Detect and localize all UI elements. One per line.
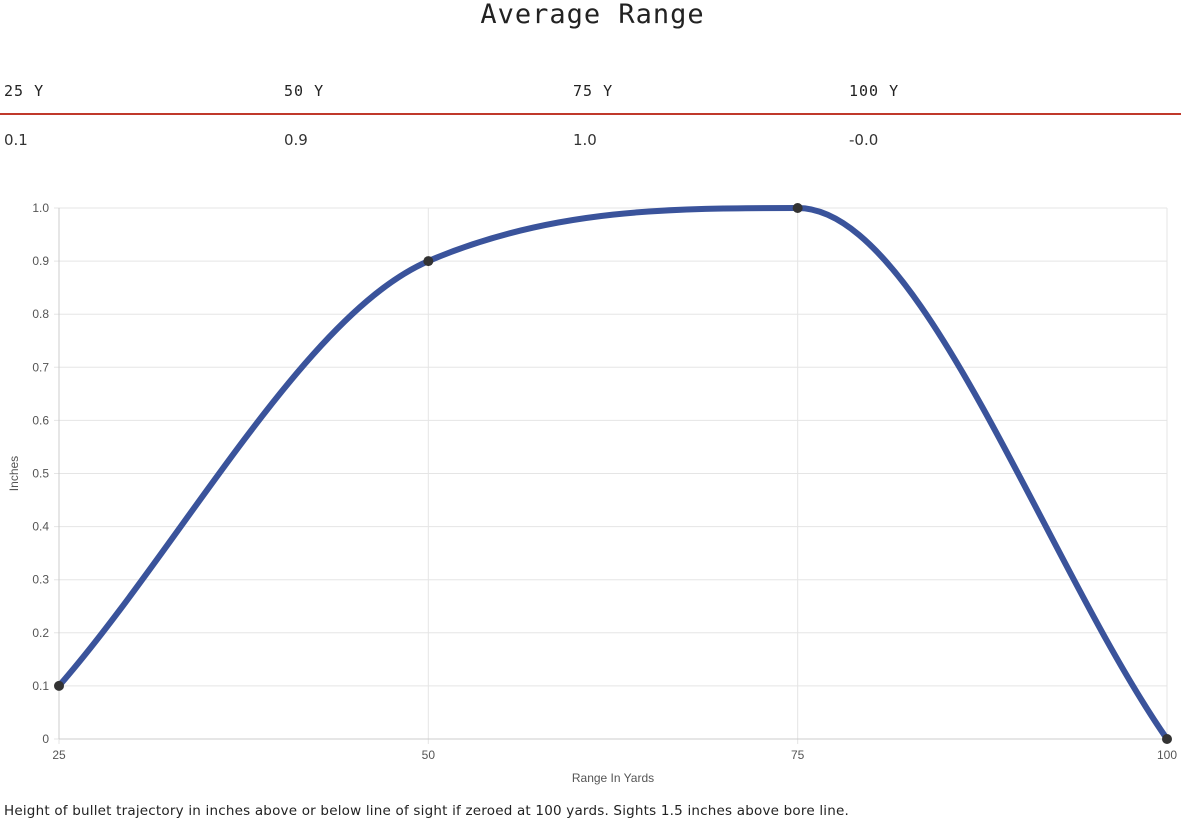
data-point (792, 203, 803, 213)
data-point (54, 680, 64, 691)
range-table-values: 0.1 0.9 1.0 -0.0 (0, 115, 1181, 155)
y-tick-label: 0.8 (32, 307, 49, 321)
value-100y: -0.0 (849, 131, 879, 149)
y-tick-label: 0.2 (32, 626, 49, 640)
value-25y: 0.1 (4, 131, 28, 149)
series-line (56, 205, 1170, 742)
caption-text: Height of bullet trajectory in inches ab… (4, 803, 849, 819)
x-tick-label: 50 (422, 748, 436, 762)
header-75y: 75 Y (573, 82, 614, 100)
x-tick-label: 25 (52, 748, 66, 762)
header-50y: 50 Y (284, 82, 325, 100)
data-point (423, 256, 434, 267)
value-75y: 1.0 (573, 131, 597, 149)
value-50y: 0.9 (284, 131, 308, 149)
range-table-header: 25 Y 50 Y 75 Y 100 Y (0, 80, 1181, 115)
series-points (54, 203, 1172, 744)
range-table: 25 Y 50 Y 75 Y 100 Y 0.1 0.9 1.0 -0.0 (0, 80, 1181, 155)
data-point (1162, 734, 1172, 744)
y-tick-label: 0.9 (32, 254, 49, 268)
y-tick-label: 0.4 (32, 520, 49, 534)
header-100y: 100 Y (849, 82, 900, 100)
x-axis-label: Range In Yards (572, 771, 654, 785)
y-tick-label: 0.7 (32, 360, 49, 374)
x-tick-label: 100 (1157, 748, 1177, 762)
chart-title: Average Range (480, 0, 705, 30)
tick-labels: 0 0.1 0.2 0.3 0.4 0.5 0.6 0.7 0.8 0.9 1.0 25 50 75 100 (32, 201, 1177, 762)
y-tick-label: 0.5 (32, 467, 49, 481)
y-tick-label: 0.1 (32, 679, 49, 693)
y-axis-label: Inches (7, 456, 21, 491)
y-tick-label: 0.3 (32, 573, 49, 587)
y-tick-label: 1.0 (32, 201, 49, 215)
header-25y: 25 Y (4, 82, 45, 100)
x-tick-label: 75 (791, 748, 805, 762)
y-tick-label: 0 (42, 732, 49, 746)
y-tick-label: 0.6 (32, 413, 49, 427)
trajectory-chart: 0 0.1 0.2 0.3 0.4 0.5 0.6 0.7 0.8 0.9 1.0 25 50 75 100… (7, 201, 1177, 785)
chart-axes (58, 208, 1167, 740)
